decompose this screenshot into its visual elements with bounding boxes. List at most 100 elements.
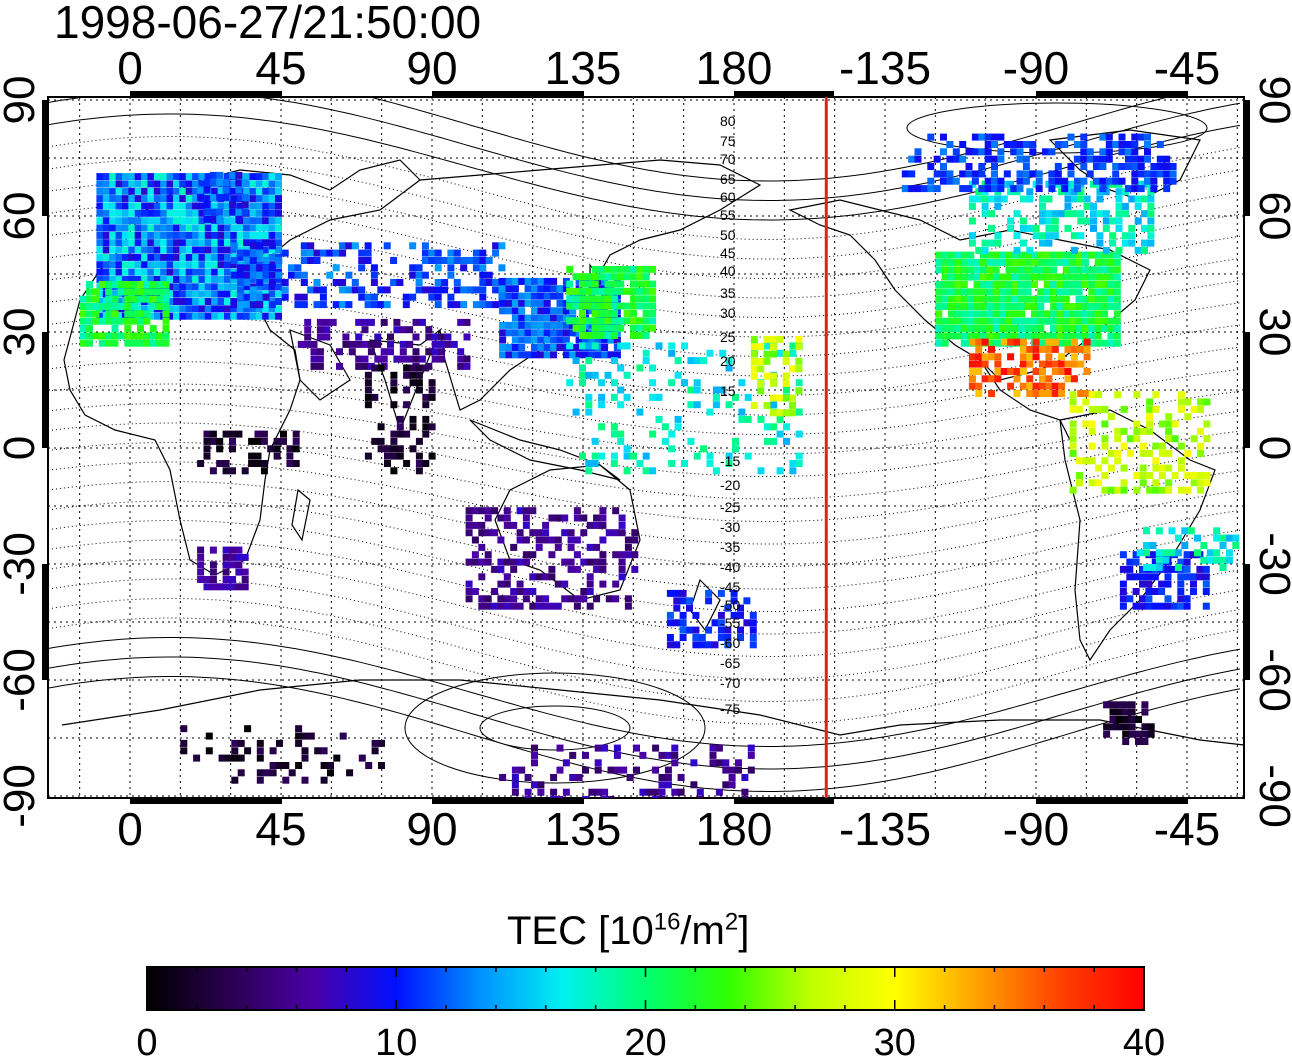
tec-pixel bbox=[975, 382, 983, 390]
tec-pixel bbox=[1070, 210, 1078, 218]
tec-pixel bbox=[111, 317, 119, 325]
tec-pixel bbox=[1075, 479, 1083, 487]
tec-pixel bbox=[273, 452, 281, 460]
tec-pixel bbox=[1088, 310, 1096, 318]
tec-pixel bbox=[211, 268, 219, 276]
tec-pixel bbox=[438, 355, 445, 363]
tec-pixel bbox=[79, 332, 87, 340]
contour-label-north: 60 bbox=[720, 189, 736, 205]
tec-pixel bbox=[709, 751, 717, 759]
tec-pixel bbox=[399, 348, 407, 356]
tec-pixel bbox=[128, 231, 136, 239]
tec-pixel bbox=[981, 202, 989, 210]
tec-pixel bbox=[776, 409, 784, 417]
tec-pixel bbox=[1162, 556, 1170, 564]
tec-pixel bbox=[728, 774, 736, 781]
tec-pixel bbox=[121, 246, 129, 254]
tec-pixel bbox=[1171, 420, 1179, 428]
contour-label-south: -45 bbox=[720, 579, 740, 595]
tec-pixel bbox=[1039, 210, 1046, 218]
tec-pixel bbox=[185, 305, 193, 313]
tec-pixel bbox=[115, 268, 123, 276]
tec-pixel bbox=[273, 437, 281, 445]
tec-pixel bbox=[243, 279, 251, 286]
tec-pixel bbox=[1094, 288, 1102, 296]
tec-pixel bbox=[1018, 317, 1026, 325]
tec-pixel bbox=[1121, 232, 1129, 240]
tec-pixel bbox=[179, 283, 187, 291]
tec-pixel bbox=[1139, 602, 1146, 610]
tec-pixel bbox=[1101, 339, 1109, 347]
tec-pixel bbox=[588, 351, 596, 359]
tec-pixel bbox=[529, 573, 537, 581]
tec-pixel bbox=[374, 340, 382, 348]
tec-pixel bbox=[153, 224, 161, 232]
tec-pixel bbox=[1113, 273, 1121, 281]
tec-pixel bbox=[434, 301, 442, 309]
tec-pixel bbox=[537, 314, 545, 322]
tec-pixel bbox=[671, 759, 679, 767]
tec-pixel bbox=[968, 353, 976, 361]
tec-pixel bbox=[652, 796, 660, 798]
tec-pixel bbox=[542, 529, 550, 537]
tec-pixel bbox=[960, 273, 968, 281]
tec-pixel bbox=[92, 295, 100, 303]
tec-pixel bbox=[1075, 310, 1083, 318]
tec-pixel bbox=[1045, 382, 1053, 390]
tec-pixel bbox=[965, 163, 973, 170]
tec-pixel bbox=[255, 180, 263, 188]
tec-pixel bbox=[908, 170, 916, 178]
tec-pixel bbox=[1094, 339, 1102, 347]
tec-pixel bbox=[217, 224, 225, 232]
tec-pixel bbox=[991, 133, 998, 141]
tec-pixel bbox=[224, 246, 231, 254]
contour-label-south: -60 bbox=[720, 635, 740, 651]
tec-pixel bbox=[582, 796, 589, 798]
tec-pixel bbox=[617, 324, 625, 332]
tec-pixel bbox=[180, 739, 188, 747]
tec-pixel bbox=[149, 281, 157, 288]
tec-pixel bbox=[1094, 281, 1102, 288]
tec-pixel bbox=[304, 318, 312, 326]
tec-pixel bbox=[1073, 177, 1081, 185]
tec-pixel bbox=[1099, 133, 1107, 141]
tec-pixel bbox=[1158, 442, 1166, 450]
tec-pixel bbox=[86, 281, 93, 288]
tec-pixel bbox=[465, 580, 473, 588]
tec-pixel bbox=[256, 249, 264, 257]
tec-pixel bbox=[457, 362, 465, 370]
tec-pixel bbox=[986, 303, 994, 310]
tec-pixel bbox=[1082, 332, 1089, 340]
tec-pixel bbox=[757, 467, 765, 475]
tec-pixel bbox=[599, 514, 607, 522]
tec-pixel bbox=[393, 318, 401, 326]
tec-pixel bbox=[1061, 141, 1069, 148]
tec-pixel bbox=[137, 339, 144, 347]
tec-pixel bbox=[301, 747, 309, 755]
tec-pixel bbox=[763, 423, 771, 431]
tec-pixel bbox=[585, 332, 593, 339]
tec-pixel bbox=[610, 379, 618, 387]
tec-pixel bbox=[268, 202, 276, 210]
tec-pixel bbox=[531, 336, 538, 344]
tec-pixel bbox=[209, 583, 217, 591]
tec-pixel bbox=[1064, 375, 1072, 383]
tec-pixel bbox=[1005, 251, 1013, 259]
tec-pixel bbox=[203, 583, 211, 591]
tec-pixel bbox=[724, 626, 732, 634]
tec-pixel bbox=[403, 460, 411, 467]
tec-pixel bbox=[511, 299, 519, 307]
tec-pixel bbox=[1194, 534, 1201, 542]
tec-pixel bbox=[550, 277, 558, 285]
tec-pixel bbox=[441, 257, 449, 264]
tec-pixel bbox=[211, 312, 219, 320]
tec-pixel bbox=[1171, 435, 1179, 443]
tec-pixel bbox=[124, 281, 132, 288]
tec-pixel bbox=[973, 266, 981, 274]
tec-pixel bbox=[294, 301, 302, 309]
tec-pixel bbox=[492, 279, 500, 286]
tec-pixel bbox=[1102, 224, 1110, 232]
tec-pixel bbox=[256, 279, 264, 286]
tec-pixel bbox=[1124, 185, 1132, 193]
tec-pixel bbox=[428, 286, 436, 294]
